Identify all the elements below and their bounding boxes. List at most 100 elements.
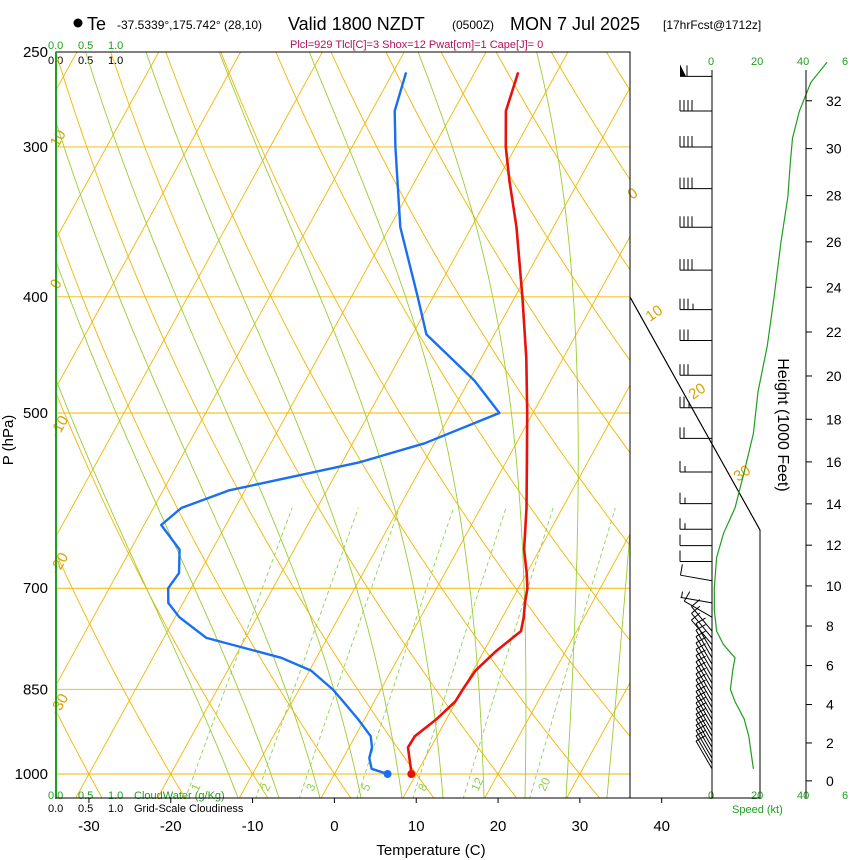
- cloudiness-bottom-1: 0.5: [78, 803, 93, 815]
- mixing-ratio-label: 5: [358, 781, 374, 793]
- wind-barb-pennant: [680, 64, 686, 77]
- moist-adiabat-line: [417, 52, 527, 798]
- valid-time: Valid 1800 NZDT: [288, 14, 425, 34]
- wind-barb-staff: [695, 685, 713, 714]
- wind-barb-staff: [695, 713, 713, 743]
- dry-adiabat-label: 20: [686, 380, 709, 403]
- wind-barb: [679, 564, 713, 582]
- height-tick-label: 8: [826, 618, 834, 634]
- dry-adiabat-line: [56, 225, 352, 798]
- wind-barb-feather: [691, 605, 701, 614]
- dry-adiabat-line: [165, 52, 601, 798]
- isotherm-line: [157, 52, 569, 798]
- dewpoint-line: [159, 72, 501, 776]
- height-tick-label: 24: [826, 279, 842, 295]
- height-tick-label: 28: [826, 188, 842, 204]
- pressure-tick-label: 300: [23, 139, 48, 156]
- temperature-line: [406, 72, 529, 775]
- dry-adiabat-label: 0: [625, 185, 642, 204]
- speed-tick-top-20: 20: [751, 56, 763, 68]
- pressure-tick-label: 700: [23, 580, 48, 597]
- height-tick-label: 12: [826, 537, 842, 553]
- wind-barb: [679, 216, 712, 228]
- dry-adiabat-line: [56, 52, 435, 798]
- isotherm-line: [56, 52, 405, 687]
- panel-diagonal: [629, 296, 761, 531]
- cloudiness-top-1: 0.5: [78, 55, 93, 67]
- pressure-tick-label: 850: [23, 681, 48, 698]
- isotherm-line: [648, 31, 850, 800]
- wind-barb: [679, 427, 712, 439]
- sounding-parameters: Plcl=929 Tlcl[C]=3 Shox=12 Pwat[cm]=1 Ca…: [290, 39, 543, 51]
- wind-barb-staff: [691, 619, 713, 645]
- wind-barb: [679, 259, 712, 271]
- dry-adiabat-line: [275, 52, 630, 641]
- valid-date: MON 7 Jul 2025: [510, 14, 640, 34]
- dry-adiabat-line: [605, 52, 630, 92]
- cloudiness-top-2: 1.0: [108, 55, 123, 67]
- wind-barb-staff: [695, 708, 713, 737]
- wind-barb: [680, 591, 713, 604]
- cloud-water-title: CloudWater (g/Kg): [134, 790, 225, 802]
- height-tick-label: 16: [826, 454, 842, 470]
- isotherm-line: [56, 52, 323, 538]
- wind-barb-staff: [695, 679, 713, 708]
- wind-barb-feather: [695, 624, 706, 631]
- temperature-tick-label: -20: [160, 818, 182, 835]
- wind-barb-staff: [695, 636, 713, 665]
- height-tick-label: 22: [826, 324, 842, 340]
- x-axis-title: Temperature (C): [376, 842, 485, 859]
- isotherm-line: [56, 52, 242, 389]
- pressure-tick-label: 400: [23, 289, 48, 306]
- moist-adiabat-line: [85, 52, 362, 798]
- height-tick-label: 20: [826, 368, 842, 384]
- wind-barb-staff: [695, 673, 713, 702]
- mixing-ratio-line: [298, 507, 400, 798]
- dry-adiabat-line: [648, 31, 850, 800]
- mixing-ratio-line: [462, 507, 554, 798]
- height-tick-label: 26: [826, 234, 842, 250]
- moist-adiabat-line: [606, 525, 630, 798]
- moist-adiabat-line: [218, 52, 444, 798]
- height-axis-title: Height (1000 Feet): [774, 358, 791, 491]
- wind-barb-feather: [695, 617, 706, 624]
- wind-barb: [680, 64, 712, 77]
- height-tick-label: 0: [826, 773, 834, 789]
- wind-barb: [679, 492, 712, 505]
- wind-barb: [679, 364, 712, 376]
- grid-layer: [56, 31, 850, 800]
- cloudiness-bottom-0: 0.0: [48, 803, 63, 815]
- speed-tick-top-40: 40: [797, 56, 809, 68]
- wind-barb-staff: [684, 600, 713, 618]
- temperature-tick-label: 0: [330, 818, 338, 835]
- height-tick-label: 6: [826, 658, 834, 674]
- wind-barb-staff: [695, 661, 713, 690]
- dry-adiabat-line: [110, 52, 518, 798]
- utc-time: (0500Z): [452, 18, 494, 32]
- wind-barb-feather: [695, 636, 706, 644]
- wind-barb-staff: [695, 696, 713, 726]
- mixing-ratio-label: 3: [303, 781, 319, 793]
- isotherm-line: [56, 52, 160, 240]
- temperature-tick-label: -30: [78, 818, 100, 835]
- wind-barb-staff: [680, 574, 713, 582]
- pressure-tick-label: 1000: [15, 766, 48, 783]
- wind-barb-staff: [695, 648, 713, 678]
- location: -37.5339°,175.742° (28,10): [117, 18, 262, 32]
- y-axis-title: P (hPa): [0, 415, 17, 466]
- wind-barb-staff: [695, 735, 713, 764]
- wind-barb: [679, 518, 712, 530]
- dry-adiabat-line: [220, 52, 630, 738]
- mixing-ratio-line: [185, 507, 293, 798]
- moist-adiabat-line: [536, 52, 579, 798]
- dry-adiabat-label: 10: [643, 302, 666, 325]
- wind-barb: [679, 177, 712, 190]
- dry-adiabat-line: [550, 52, 630, 181]
- wind-barb-staff: [695, 719, 713, 748]
- mixing-ratio-line: [255, 507, 359, 798]
- wind-barb-staff: [695, 691, 713, 720]
- wind-barb-staff: [695, 667, 713, 696]
- wind-barb-staff: [691, 606, 713, 632]
- mixing-ratio-label: 20: [535, 775, 553, 793]
